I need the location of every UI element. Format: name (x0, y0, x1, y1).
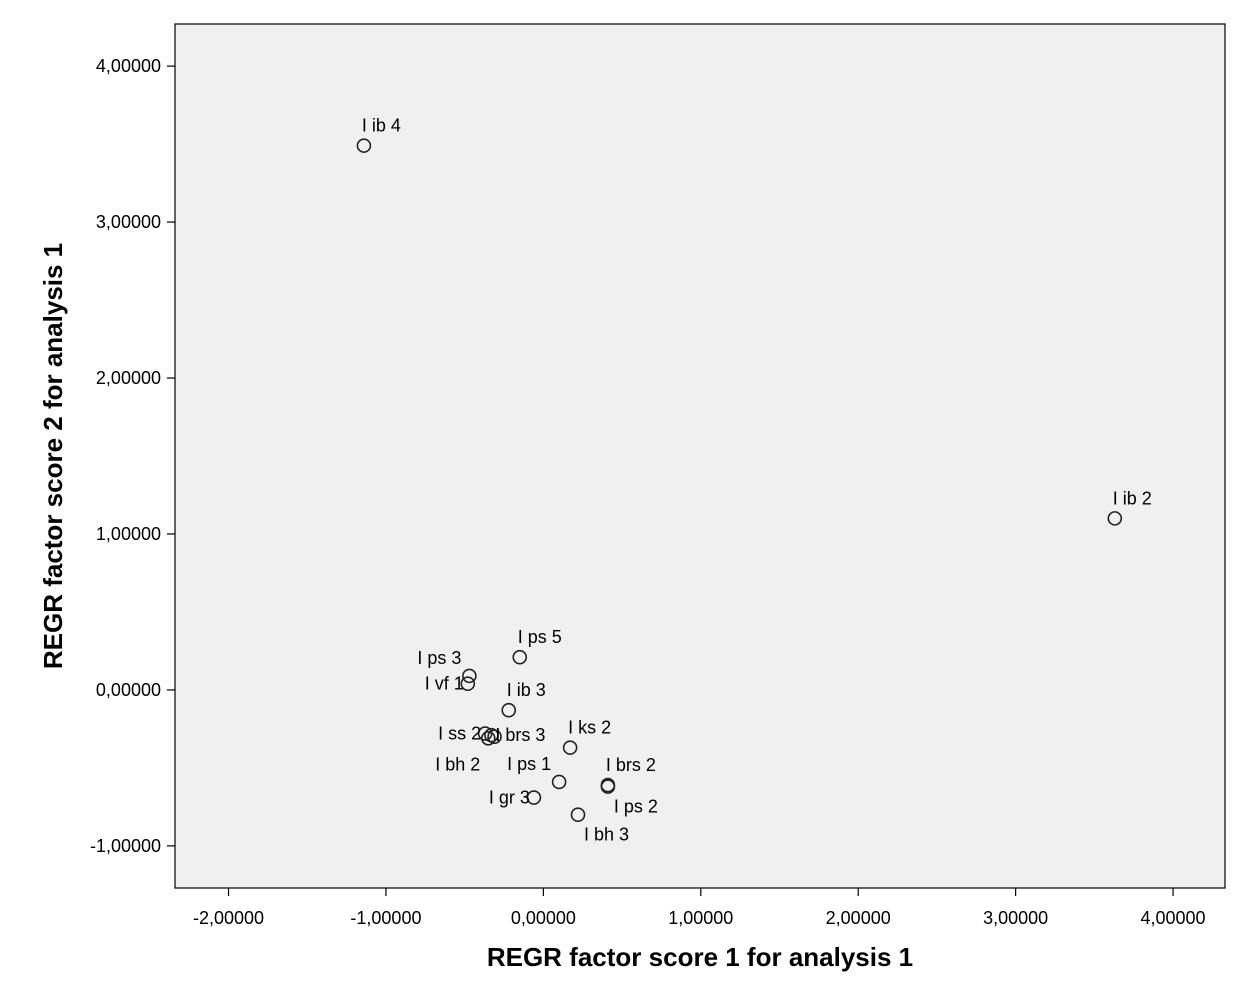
data-point (460, 676, 476, 691)
x-tick-label: 3,00000 (983, 908, 1048, 928)
data-point (1107, 511, 1123, 526)
point-label: I ib 3 (507, 680, 546, 700)
point-labels: I ib 4 I ib 2 I ps 5 I ps 3 I vf 1 I ib 3 I ss… (362, 116, 1152, 845)
data-points (356, 138, 1123, 823)
point-label: I ks 2 (568, 718, 611, 738)
plot-area (174, 23, 1226, 889)
point-label: I ps 2 (614, 797, 658, 817)
y-axis-title: REGR factor score 2 for analysis 1 (38, 243, 68, 669)
point-label: I brs 3 (495, 725, 545, 745)
data-point (356, 138, 372, 153)
x-tick-label: -1,00000 (350, 908, 421, 928)
point-label: I ps 1 (507, 754, 551, 774)
x-tick-label: -2,00000 (193, 908, 264, 928)
point-label: I ib 2 (1113, 488, 1152, 508)
point-label: I ps 5 (518, 627, 562, 647)
y-tick-label: -1,00000 (90, 836, 161, 856)
data-point (562, 740, 578, 755)
point-label: I bh 3 (584, 825, 629, 845)
data-point (600, 779, 616, 794)
data-point (512, 649, 528, 665)
x-tick-label: 0,00000 (511, 908, 576, 928)
point-label: I bh 2 (435, 754, 480, 774)
x-tick-label: 2,00000 (826, 908, 891, 928)
y-tick-label: 0,00000 (96, 680, 161, 700)
data-point (487, 729, 502, 745)
data-point (501, 702, 517, 718)
x-axis-title: REGR factor score 1 for analysis 1 (487, 942, 913, 972)
data-point (570, 807, 586, 823)
data-point (480, 730, 496, 746)
point-label: I vf 1 (425, 674, 464, 694)
x-tick-label: 1,00000 (668, 908, 733, 928)
data-point (526, 790, 542, 805)
point-label: I brs 2 (606, 755, 656, 775)
data-point (462, 668, 477, 684)
point-label: I ib 4 (362, 116, 401, 136)
point-label: I ps 3 (417, 648, 461, 668)
y-tick-label: 2,00000 (96, 368, 161, 388)
point-label: I gr 3 (489, 788, 530, 808)
point-label: I ss 2 (438, 724, 481, 744)
y-tick-label: 1,00000 (96, 524, 161, 544)
y-tick-label: 4,00000 (96, 56, 161, 76)
data-point (551, 774, 567, 790)
axis-ticks: -2,00000 -1,00000 0,00000 1,00000 2,00000 3,0… (90, 56, 1206, 928)
x-tick-label: 4,00000 (1141, 908, 1206, 928)
y-tick-label: 3,00000 (96, 212, 161, 232)
